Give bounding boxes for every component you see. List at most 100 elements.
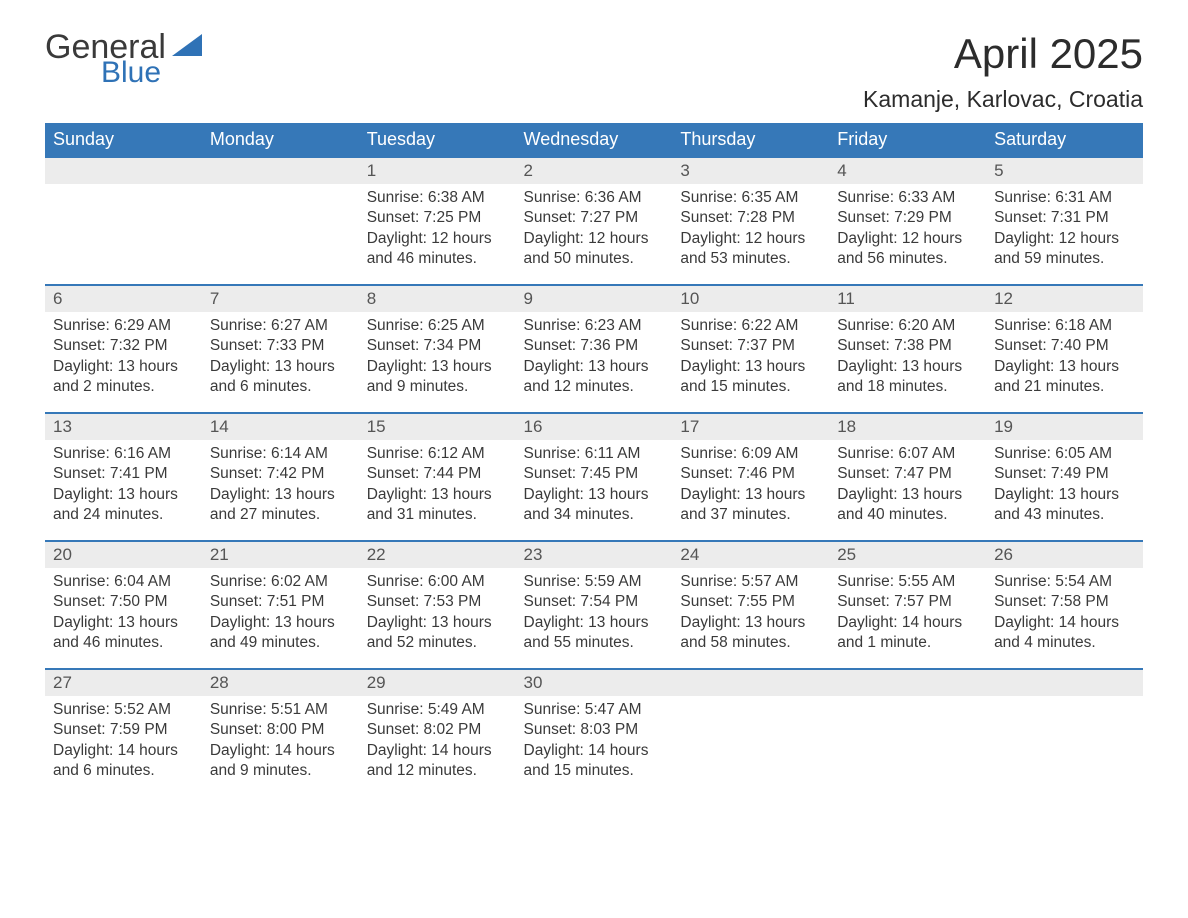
daylight-line: Daylight: 13 hours and 46 minutes. xyxy=(53,613,194,654)
day-number xyxy=(45,158,202,184)
sunrise-line: Sunrise: 6:05 AM xyxy=(994,444,1135,464)
sunrise-line: Sunrise: 6:07 AM xyxy=(837,444,978,464)
daylight-line: Daylight: 13 hours and 37 minutes. xyxy=(680,485,821,526)
calendar-day-cell: 13Sunrise: 6:16 AMSunset: 7:41 PMDayligh… xyxy=(45,413,202,541)
day-body: Sunrise: 6:29 AMSunset: 7:32 PMDaylight:… xyxy=(45,312,202,408)
day-number: 18 xyxy=(829,414,986,440)
calendar-day-cell: 23Sunrise: 5:59 AMSunset: 7:54 PMDayligh… xyxy=(516,541,673,669)
daylight-line: Daylight: 12 hours and 46 minutes. xyxy=(367,229,508,270)
calendar-day-cell: 11Sunrise: 6:20 AMSunset: 7:38 PMDayligh… xyxy=(829,285,986,413)
day-of-week-header: Saturday xyxy=(986,123,1143,157)
sunrise-line: Sunrise: 6:35 AM xyxy=(680,188,821,208)
calendar-day-cell: 20Sunrise: 6:04 AMSunset: 7:50 PMDayligh… xyxy=(45,541,202,669)
day-body: Sunrise: 5:54 AMSunset: 7:58 PMDaylight:… xyxy=(986,568,1143,664)
month-title: April 2025 xyxy=(863,30,1143,78)
sunset-line: Sunset: 8:03 PM xyxy=(524,720,665,740)
sunset-line: Sunset: 7:50 PM xyxy=(53,592,194,612)
day-body xyxy=(202,184,359,264)
day-body: Sunrise: 6:02 AMSunset: 7:51 PMDaylight:… xyxy=(202,568,359,664)
calendar-day-cell: 3Sunrise: 6:35 AMSunset: 7:28 PMDaylight… xyxy=(672,157,829,285)
day-body: Sunrise: 6:27 AMSunset: 7:33 PMDaylight:… xyxy=(202,312,359,408)
sunrise-line: Sunrise: 6:14 AM xyxy=(210,444,351,464)
sunset-line: Sunset: 7:33 PM xyxy=(210,336,351,356)
day-body: Sunrise: 5:49 AMSunset: 8:02 PMDaylight:… xyxy=(359,696,516,792)
daylight-line: Daylight: 13 hours and 12 minutes. xyxy=(524,357,665,398)
sunrise-line: Sunrise: 6:02 AM xyxy=(210,572,351,592)
day-body: Sunrise: 6:35 AMSunset: 7:28 PMDaylight:… xyxy=(672,184,829,280)
sunset-line: Sunset: 7:37 PM xyxy=(680,336,821,356)
day-number xyxy=(672,670,829,696)
day-number: 3 xyxy=(672,158,829,184)
sunrise-line: Sunrise: 6:27 AM xyxy=(210,316,351,336)
calendar-week: 6Sunrise: 6:29 AMSunset: 7:32 PMDaylight… xyxy=(45,285,1143,413)
sunset-line: Sunset: 7:38 PM xyxy=(837,336,978,356)
day-body: Sunrise: 6:07 AMSunset: 7:47 PMDaylight:… xyxy=(829,440,986,536)
sunset-line: Sunset: 7:41 PM xyxy=(53,464,194,484)
sunset-line: Sunset: 7:53 PM xyxy=(367,592,508,612)
day-number: 24 xyxy=(672,542,829,568)
sunrise-line: Sunrise: 6:23 AM xyxy=(524,316,665,336)
daylight-line: Daylight: 13 hours and 40 minutes. xyxy=(837,485,978,526)
sunrise-line: Sunrise: 5:55 AM xyxy=(837,572,978,592)
daylight-line: Daylight: 14 hours and 4 minutes. xyxy=(994,613,1135,654)
day-number: 27 xyxy=(45,670,202,696)
day-of-week-header: Sunday xyxy=(45,123,202,157)
daylight-line: Daylight: 13 hours and 6 minutes. xyxy=(210,357,351,398)
sunrise-line: Sunrise: 5:59 AM xyxy=(524,572,665,592)
calendar-day-cell: 2 Sunrise: 6:36 AMSunset: 7:27 PMDaylight… xyxy=(516,157,673,285)
sunset-line: Sunset: 7:27 PM xyxy=(524,208,665,228)
sunset-line: Sunset: 7:25 PM xyxy=(367,208,508,228)
calendar-week: 20Sunrise: 6:04 AMSunset: 7:50 PMDayligh… xyxy=(45,541,1143,669)
calendar-day-cell: 15Sunrise: 6:12 AMSunset: 7:44 PMDayligh… xyxy=(359,413,516,541)
calendar-empty-cell xyxy=(986,669,1143,797)
day-number: 4 xyxy=(829,158,986,184)
calendar-day-cell: 12Sunrise: 6:18 AMSunset: 7:40 PMDayligh… xyxy=(986,285,1143,413)
day-body xyxy=(829,696,986,776)
sunset-line: Sunset: 7:42 PM xyxy=(210,464,351,484)
day-body: Sunrise: 6:25 AMSunset: 7:34 PMDaylight:… xyxy=(359,312,516,408)
day-number: 19 xyxy=(986,414,1143,440)
sunrise-line: Sunrise: 6:00 AM xyxy=(367,572,508,592)
day-body: Sunrise: 6:12 AMSunset: 7:44 PMDaylight:… xyxy=(359,440,516,536)
sunrise-line: Sunrise: 6:38 AM xyxy=(367,188,508,208)
day-number: 20 xyxy=(45,542,202,568)
day-number: 30 xyxy=(516,670,673,696)
sunrise-line: Sunrise: 6:33 AM xyxy=(837,188,978,208)
day-number: 2 xyxy=(516,158,673,184)
calendar-day-cell: 6Sunrise: 6:29 AMSunset: 7:32 PMDaylight… xyxy=(45,285,202,413)
day-number: 9 xyxy=(516,286,673,312)
sunrise-line: Sunrise: 5:51 AM xyxy=(210,700,351,720)
sunrise-line: Sunrise: 6:31 AM xyxy=(994,188,1135,208)
sunset-line: Sunset: 8:02 PM xyxy=(367,720,508,740)
day-body: Sunrise: 5:52 AMSunset: 7:59 PMDaylight:… xyxy=(45,696,202,792)
daylight-line: Daylight: 12 hours and 59 minutes. xyxy=(994,229,1135,270)
day-number: 22 xyxy=(359,542,516,568)
sunrise-line: Sunrise: 5:57 AM xyxy=(680,572,821,592)
calendar-day-cell: 8Sunrise: 6:25 AMSunset: 7:34 PMDaylight… xyxy=(359,285,516,413)
day-body: Sunrise: 6:16 AMSunset: 7:41 PMDaylight:… xyxy=(45,440,202,536)
daylight-line: Daylight: 12 hours and 50 minutes. xyxy=(524,229,665,270)
calendar-table: SundayMondayTuesdayWednesdayThursdayFrid… xyxy=(45,123,1143,797)
day-of-week-header: Friday xyxy=(829,123,986,157)
location-subtitle: Kamanje, Karlovac, Croatia xyxy=(863,86,1143,113)
daylight-line: Daylight: 13 hours and 43 minutes. xyxy=(994,485,1135,526)
sunset-line: Sunset: 7:59 PM xyxy=(53,720,194,740)
sunrise-line: Sunrise: 6:36 AM xyxy=(524,188,665,208)
day-number: 1 xyxy=(359,158,516,184)
day-body xyxy=(986,696,1143,776)
day-body: Sunrise: 6:00 AMSunset: 7:53 PMDaylight:… xyxy=(359,568,516,664)
calendar-week: 1Sunrise: 6:38 AMSunset: 7:25 PMDaylight… xyxy=(45,157,1143,285)
day-number: 17 xyxy=(672,414,829,440)
calendar-day-cell: 22Sunrise: 6:00 AMSunset: 7:53 PMDayligh… xyxy=(359,541,516,669)
calendar-day-cell: 18Sunrise: 6:07 AMSunset: 7:47 PMDayligh… xyxy=(829,413,986,541)
calendar-day-cell: 16Sunrise: 6:11 AMSunset: 7:45 PMDayligh… xyxy=(516,413,673,541)
day-number: 6 xyxy=(45,286,202,312)
day-number: 28 xyxy=(202,670,359,696)
daylight-line: Daylight: 13 hours and 58 minutes. xyxy=(680,613,821,654)
calendar-day-cell: 24Sunrise: 5:57 AMSunset: 7:55 PMDayligh… xyxy=(672,541,829,669)
day-body xyxy=(672,696,829,776)
sunset-line: Sunset: 7:47 PM xyxy=(837,464,978,484)
daylight-line: Daylight: 14 hours and 6 minutes. xyxy=(53,741,194,782)
sunset-line: Sunset: 7:44 PM xyxy=(367,464,508,484)
calendar-day-cell: 19Sunrise: 6:05 AMSunset: 7:49 PMDayligh… xyxy=(986,413,1143,541)
